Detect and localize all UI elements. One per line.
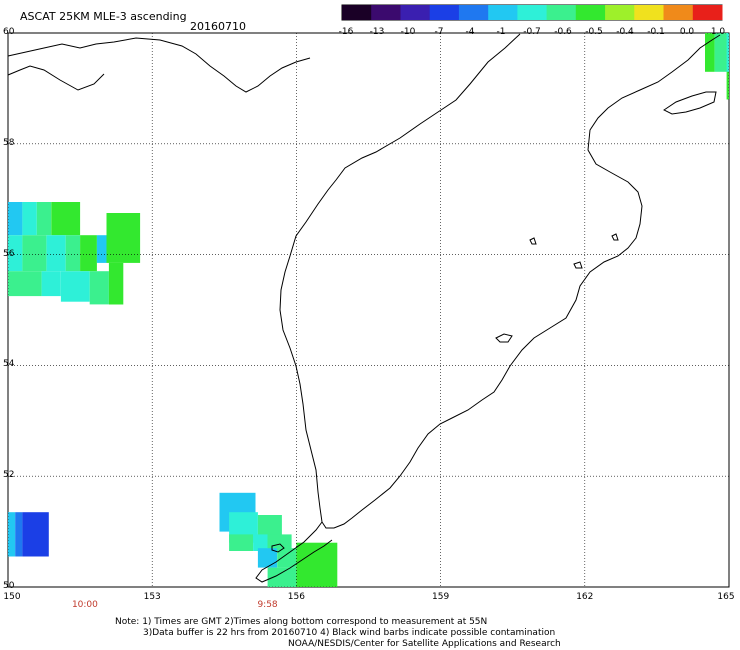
colorbar-segment [458, 5, 489, 20]
data-cell [96, 235, 107, 263]
x-tick-label: 153 [143, 592, 161, 602]
data-cell [714, 33, 729, 72]
bay-coast [7, 65, 105, 91]
small-island-1 [495, 333, 513, 343]
data-cell [89, 271, 109, 305]
note-line-2: 3)Data buffer is 22 hrs from 20160710 4)… [143, 628, 556, 638]
colorbar-label: 1.0 [710, 27, 726, 37]
colorbar-segment [692, 5, 723, 20]
data-cell [15, 512, 23, 557]
time-label: 9:58 [257, 600, 278, 610]
colorbar-segment [663, 5, 694, 20]
colorbar-label: 0.0 [679, 27, 695, 37]
grid-lines [7, 32, 730, 588]
data-cell [8, 235, 23, 272]
colorbar-segment [546, 5, 577, 20]
colorbar-segment [342, 5, 372, 20]
note-line-3: NOAA/NESDIS/Center for Satellite Applica… [288, 639, 561, 649]
colorbar-segment [605, 5, 635, 20]
colorbar-label: -0.5 [585, 27, 603, 37]
small-island-2 [573, 261, 583, 269]
cape-coast [255, 521, 333, 583]
data-cell [65, 235, 81, 272]
x-tick-label: 150 [3, 592, 21, 602]
data-cell [80, 235, 97, 272]
time-label: 10:00 [71, 600, 98, 610]
data-cell [22, 512, 49, 557]
y-tick-label: 56 [3, 248, 15, 259]
small-island-5 [271, 543, 285, 553]
data-cell [8, 512, 16, 557]
data-cell [8, 271, 42, 297]
data-cell [705, 33, 715, 72]
colorbar-label: -10 [400, 27, 416, 37]
kamchatka-coast [279, 33, 721, 529]
data-cell [267, 534, 292, 551]
colorbar-label: -0.4 [616, 27, 634, 37]
small-island-4 [611, 233, 619, 241]
map-date: 20160710 [190, 20, 246, 33]
data-cell [36, 202, 52, 236]
data-cell [253, 534, 268, 551]
colorbar-segment [429, 5, 460, 20]
small-island-3 [529, 237, 537, 245]
colorbar-label: -16 [338, 27, 354, 37]
data-cell [22, 202, 37, 236]
colorbar-segment [371, 5, 401, 20]
x-tick-label: 162 [576, 592, 594, 602]
colorbar [342, 5, 723, 20]
data-cell [267, 567, 297, 587]
coastline [7, 33, 721, 583]
data-cell [41, 271, 61, 297]
data-cell [257, 548, 278, 568]
karaginsky-island [663, 91, 717, 115]
map-frame [7, 32, 730, 588]
data-cell [46, 235, 66, 272]
map-title: ASCAT 25KM MLE-3 ascending [20, 10, 187, 23]
data-cell [229, 534, 254, 551]
colorbar-segment [517, 5, 548, 20]
x-tick-label: 159 [432, 592, 450, 602]
data-cell [296, 542, 338, 587]
colorbar-label: -13 [369, 27, 385, 37]
data-cell [726, 71, 729, 100]
colorbar-label: -1 [496, 27, 506, 37]
data-cell [108, 262, 124, 305]
colorbar-segment [488, 5, 518, 20]
data-cell [22, 235, 47, 272]
data-cell [8, 202, 23, 236]
data-cell [106, 213, 141, 263]
data-cell [51, 202, 81, 236]
colorbar-segment [634, 5, 664, 20]
data-cell [726, 33, 729, 72]
note-line-1: Note: 1) Times are GMT 2)Times along bot… [115, 617, 488, 627]
colorbar-segment [575, 5, 606, 20]
y-tick-label: 50 [3, 581, 15, 591]
y-tick-label: 54 [3, 359, 15, 370]
colorbar-label: -0.1 [647, 27, 665, 37]
colorbar-label: -4 [465, 27, 475, 37]
data-cell [277, 548, 297, 568]
y-tick-label: 58 [3, 137, 15, 148]
data-cells [8, 33, 729, 587]
colorbar-label: -0.6 [554, 27, 572, 37]
y-tick-label: 60 [3, 27, 15, 37]
okhotsk-north-coast [7, 37, 311, 93]
colorbar-label: -7 [434, 27, 444, 37]
x-tick-label: 165 [717, 592, 735, 602]
x-tick-label: 156 [287, 592, 305, 602]
colorbar-label: -0.7 [523, 27, 541, 37]
colorbar-segment [400, 5, 431, 20]
y-tick-label: 52 [3, 470, 15, 481]
data-cell [60, 271, 90, 302]
